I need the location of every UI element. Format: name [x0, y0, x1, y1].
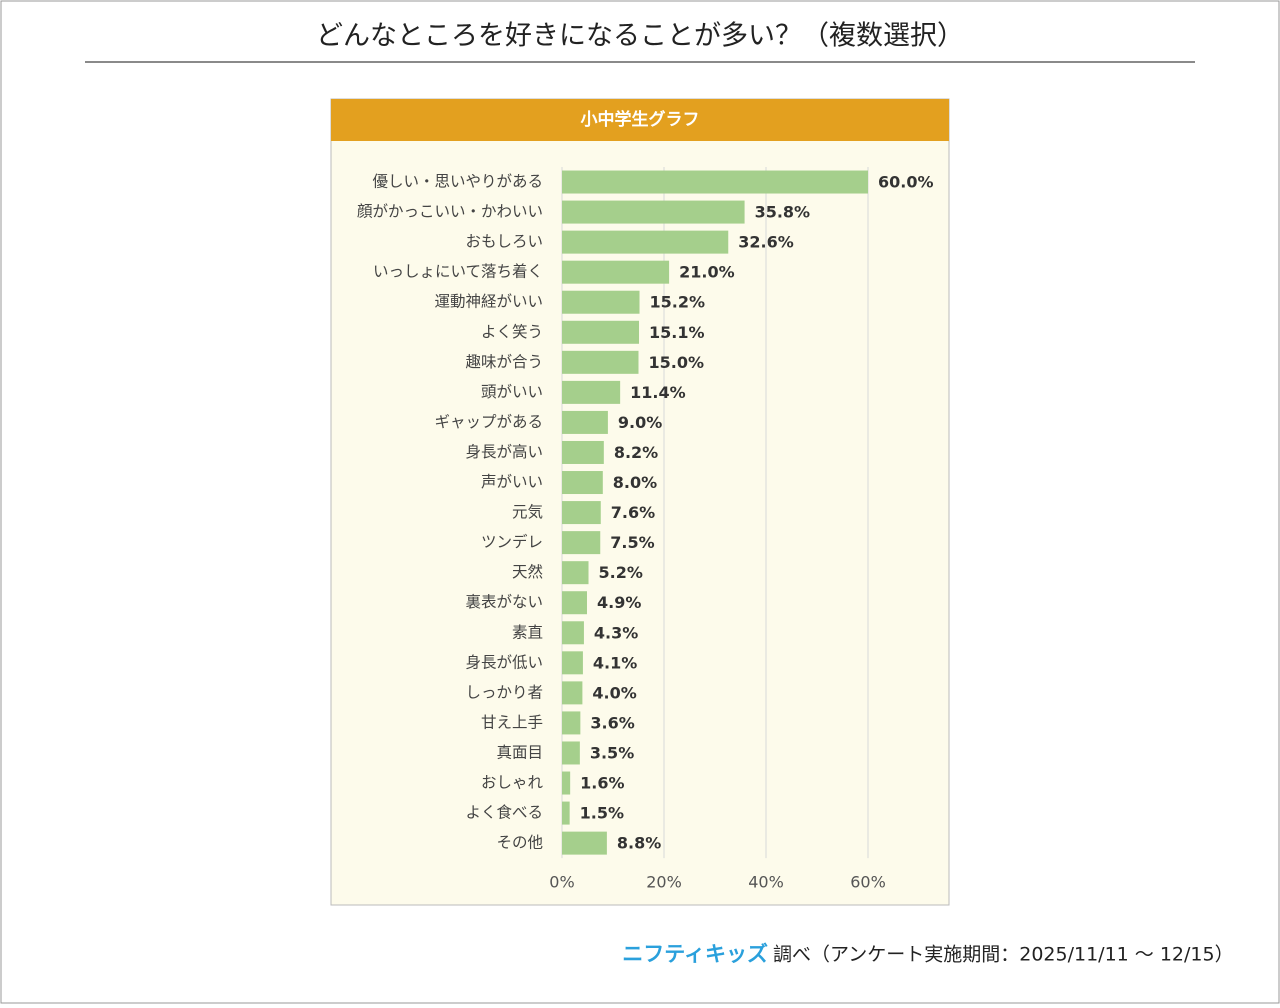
value-label: 8.2%: [614, 443, 658, 462]
value-label: 35.8%: [755, 203, 811, 222]
bar: [562, 290, 640, 314]
category-label: 真面目: [496, 743, 543, 761]
category-label: おしゃれ: [481, 774, 544, 792]
category-label: 趣味が合う: [465, 353, 543, 371]
category-label: 天然: [512, 563, 543, 581]
x-tick-label: 40%: [748, 873, 784, 892]
value-label: 60.0%: [878, 173, 934, 192]
category-label: 頭がいい: [481, 383, 543, 401]
value-label: 1.5%: [580, 804, 624, 823]
bar: [562, 741, 580, 765]
bar: [562, 380, 621, 404]
category-label: 裏表がない: [465, 592, 543, 611]
bar: [562, 230, 729, 254]
category-label: しっかり者: [465, 683, 543, 701]
category-label: おもしろい: [465, 233, 543, 251]
category-label: よく食べる: [465, 804, 543, 822]
value-label: 5.2%: [599, 563, 643, 582]
value-label: 15.2%: [650, 293, 706, 312]
value-label: 3.5%: [590, 743, 634, 762]
category-label: よく笑う: [481, 323, 543, 341]
bar: [562, 531, 601, 555]
category-label: 顔がかっこいい・かわいい: [357, 203, 543, 221]
category-label: 元気: [512, 503, 543, 521]
value-label: 15.0%: [649, 353, 705, 372]
value-label: 3.6%: [590, 713, 634, 732]
bar: [562, 440, 604, 464]
category-label: 身長が低い: [465, 653, 543, 671]
category-label: 素直: [512, 623, 543, 641]
x-tick-label: 60%: [850, 873, 886, 892]
bar: [562, 651, 583, 675]
category-label: その他: [496, 834, 543, 852]
category-label: いっしょにいて落ち着く: [373, 263, 543, 281]
category-label: ギャップがある: [434, 413, 543, 431]
x-tick-label: 20%: [646, 873, 682, 892]
bar: [562, 681, 583, 705]
value-label: 9.0%: [618, 413, 662, 432]
bar: [562, 410, 608, 434]
category-label: 甘え上手: [481, 713, 543, 731]
value-label: 1.6%: [580, 774, 624, 793]
bar: [562, 501, 601, 525]
bar: [562, 471, 603, 495]
bar: [562, 771, 571, 795]
value-label: 15.1%: [649, 323, 705, 342]
footer-logo: ニフティキッズ: [622, 942, 768, 966]
value-label: 7.6%: [611, 503, 655, 522]
category-label: ツンデレ: [481, 532, 543, 551]
category-label: 身長が高い: [465, 443, 543, 461]
plot: 0% 20% 40% 60% 優しい・思いやりがある 60.0% 顔がかっこいい・かわいい 3…: [357, 167, 934, 892]
bar: [562, 350, 639, 374]
bar: [562, 200, 745, 224]
bar: [562, 831, 607, 855]
bar: [562, 320, 640, 344]
x-tick-label: 0%: [549, 873, 574, 892]
chart-title: 小中学生グラフ: [581, 109, 700, 130]
category-label: 声がいい: [481, 473, 543, 491]
bar: [562, 591, 587, 615]
value-label: 32.6%: [738, 233, 794, 252]
bar: [562, 260, 670, 284]
value-label: 4.3%: [594, 623, 638, 642]
bar: [562, 801, 570, 825]
category-label: 優しい・思いやりがある: [372, 173, 543, 191]
value-label: 21.0%: [679, 263, 735, 282]
value-label: 4.1%: [593, 653, 637, 672]
value-label: 11.4%: [630, 383, 686, 402]
category-label: 運動神経がいい: [434, 293, 543, 311]
value-label: 8.8%: [617, 834, 661, 853]
value-label: 7.5%: [610, 533, 654, 552]
value-label: 8.0%: [613, 473, 657, 492]
bar: [562, 621, 584, 645]
bar: [562, 711, 581, 735]
chart-header: [331, 99, 949, 141]
footer-text: 調べ（アンケート実施期間：2025/11/11 ～ 12/15）: [773, 944, 1234, 966]
value-label: 4.0%: [592, 683, 636, 702]
value-label: 4.9%: [597, 593, 641, 612]
bar: [562, 561, 589, 585]
bar: [562, 170, 868, 194]
page-title: どんなところを好きになることが多い？（複数選択）: [316, 21, 964, 52]
